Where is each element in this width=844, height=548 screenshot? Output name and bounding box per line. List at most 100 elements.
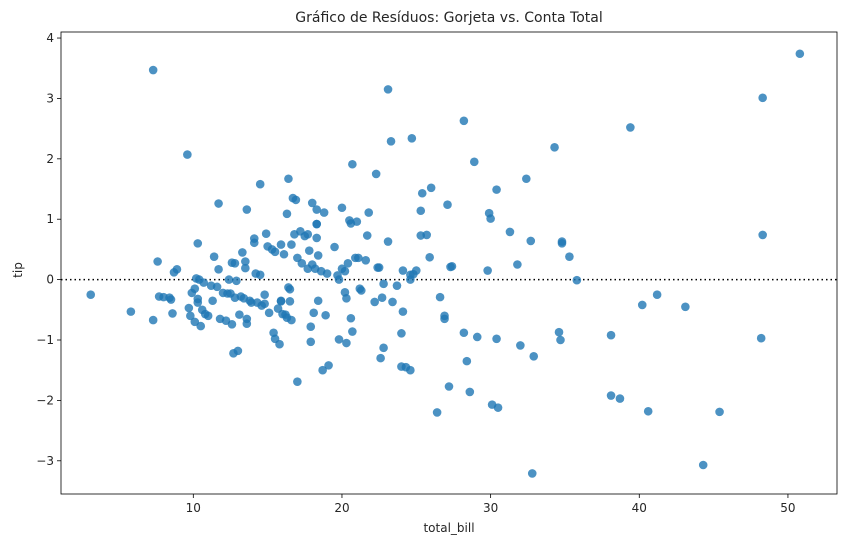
scatter-point [469,157,479,167]
scatter-point [411,266,421,275]
x-axis-label: total_bill [423,521,474,535]
scatter-point [86,290,96,300]
scatter-point [472,332,482,342]
x-tick-label: 20 [334,501,349,515]
scatter-point [516,341,525,350]
scatter-point [493,403,503,412]
scatter-point [758,93,767,103]
scatter-point [193,239,203,248]
scatter-point [227,319,237,329]
scatter-point [233,346,243,356]
y-tick-label: 1 [46,212,54,226]
scatter-point [287,315,296,325]
scatter-point [342,294,351,303]
scatter-point [264,308,274,318]
scatter-point [343,259,353,268]
y-tick-label: 2 [46,152,54,166]
scatter-point [440,314,449,324]
scatter-point [465,387,475,397]
scatter-point [422,230,432,240]
scatter-point [293,377,302,386]
scatter-point [398,266,408,275]
x-tick-label: 50 [780,501,795,515]
scatter-point [285,297,295,306]
scatter-point [270,247,280,257]
scatter-point [565,252,574,261]
scatter-point [324,361,333,370]
scatter-point [276,297,286,306]
scatter-point [379,279,388,289]
scatter-point [383,237,393,246]
scatter-point [354,253,363,263]
scatter-point [242,205,252,214]
scatter-point [255,270,265,280]
scatter-point [321,310,330,320]
scatter-point [297,259,307,268]
scatter-point [284,174,293,184]
scatter-point [643,406,653,416]
scatter-point [377,293,387,303]
scatter-point [513,260,522,269]
scatter-point [209,252,219,261]
scatter-point [241,263,250,273]
scatter-point [398,307,408,316]
scatter-point [193,298,203,307]
scatter-point [313,296,323,306]
scatter-point [550,143,559,152]
scatter-point [444,382,454,391]
scatter-point [249,238,259,248]
y-tick-label: −3 [36,454,54,468]
scatter-point [486,214,495,223]
scatter-point [529,352,539,361]
scatter-point [306,337,316,347]
plot-frame [60,31,838,495]
scatter-point [698,460,708,470]
scatter-point [166,295,176,304]
scatter-point [148,65,158,75]
scatter-point [260,290,269,300]
scatter-point [756,333,766,343]
y-tick-label: −1 [36,333,54,347]
scatter-point [235,310,244,319]
scatter-point [241,257,250,266]
scatter-point [260,299,269,309]
scatter-point [379,343,388,353]
scatter-point [376,353,385,363]
scatter-point [190,284,200,293]
scatter-point [615,394,625,403]
scatter-point [275,339,284,349]
scatter-point [388,297,397,307]
scatter-point [312,219,321,229]
scatter-point [306,322,316,332]
scatter-point [285,284,295,294]
y-tick-label: 3 [46,91,54,105]
scatter-point [203,311,213,321]
scatter-point [148,315,158,325]
scatter-point [312,205,321,214]
scatter-point [172,265,182,274]
scatter-point [426,183,436,193]
x-tick-label: 10 [186,501,201,515]
scatter-point [462,356,472,366]
y-tick-label: −2 [36,393,54,407]
scatter-point [526,236,536,246]
scatter-point [255,179,265,189]
scatter-point [312,233,321,243]
y-axis: −3 −2 −1 0 1 2 3 4 [36,31,61,468]
scatter-point [287,240,296,249]
scatter-point [522,174,531,184]
scatter-point [196,321,206,331]
scatter-point [184,303,194,313]
scatter-point [459,328,469,338]
scatter-point [371,169,381,179]
scatter-point [342,338,351,348]
scatter-point [356,286,366,295]
scatter-point [652,290,662,300]
scatter-point [492,185,501,194]
scatter-point [557,239,567,248]
scatter-point [214,265,223,274]
scatter-point [261,229,271,239]
plot-area [61,49,837,478]
